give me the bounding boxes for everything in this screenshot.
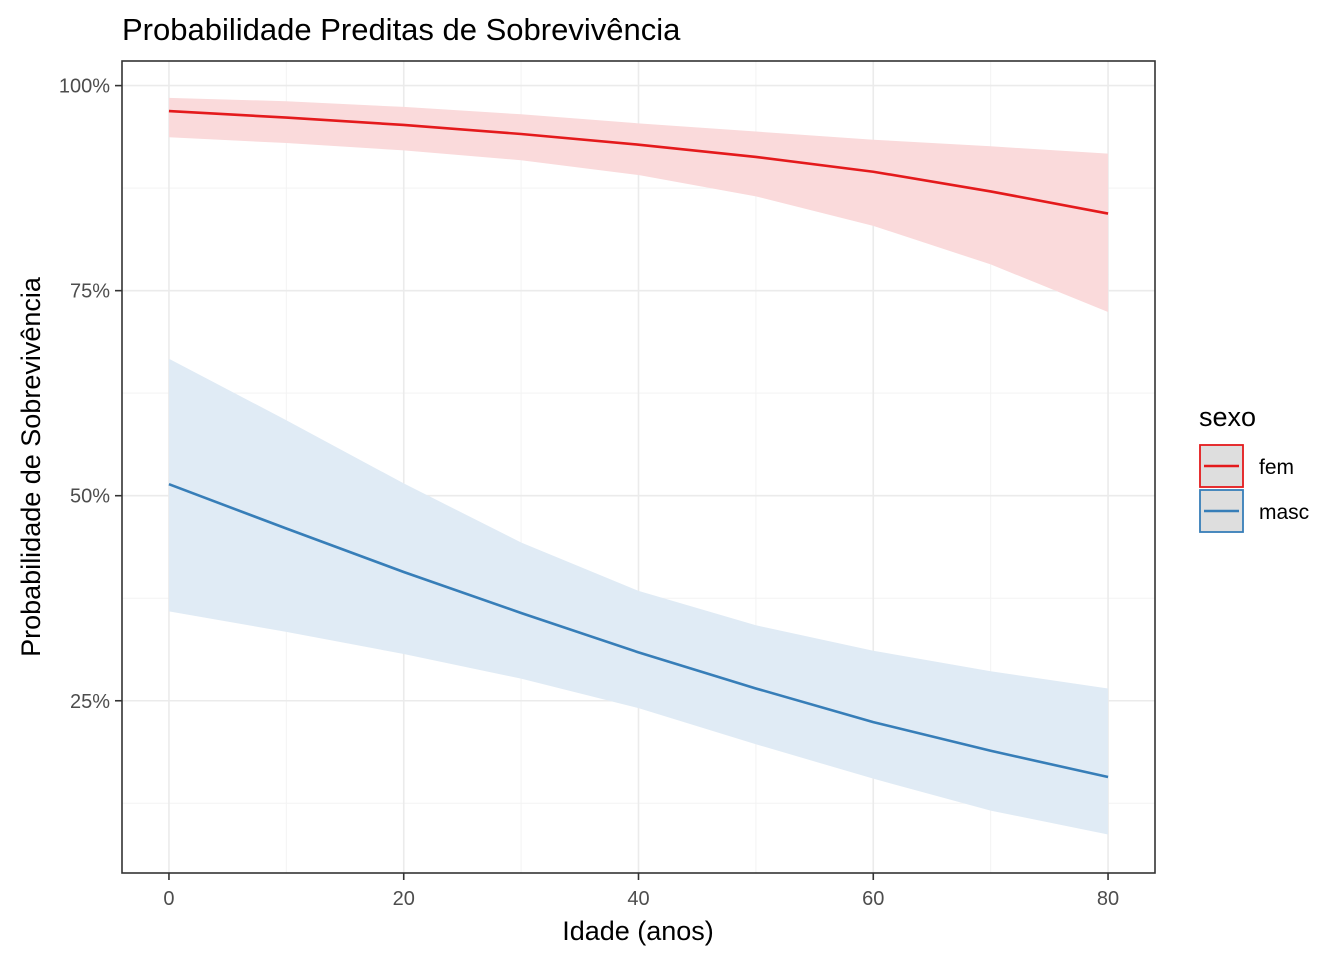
ribbon-fem [168, 97, 1109, 312]
x-tick-label: 20 [393, 888, 415, 910]
legend-label-masc: masc [1259, 501, 1309, 524]
y-tick-label: 75% [70, 281, 110, 303]
y-tick-label: 50% [70, 486, 110, 508]
x-axis: 0 20 40 60 80 [163, 873, 1119, 910]
x-axis-title: Idade (anos) [562, 916, 714, 946]
y-axis: 25% 50% 75% 100% [59, 76, 122, 713]
line-fem [168, 109, 1109, 215]
plot-area [121, 60, 1156, 874]
legend-label-fem: fem [1259, 456, 1294, 479]
legend-item-fem: fem [1199, 444, 1294, 488]
ribbon-masc [168, 358, 1109, 835]
series-lines [168, 109, 1109, 779]
legend-title: sexo [1199, 402, 1256, 432]
confidence-ribbons [168, 97, 1109, 835]
legend-item-masc: masc [1199, 489, 1309, 533]
y-tick-label: 25% [70, 691, 110, 713]
x-tick-label: 0 [163, 888, 174, 910]
x-tick-label: 80 [1097, 888, 1119, 910]
line-masc [168, 483, 1109, 779]
y-tick-label: 100% [59, 76, 110, 98]
x-tick-label: 60 [862, 888, 884, 910]
chart-title: Probabilidade Preditas de Sobrevivência [122, 12, 681, 47]
legend: sexo fem masc [1199, 402, 1309, 533]
y-axis-title: Probabilidade de Sobrevivência [16, 276, 46, 657]
x-tick-label: 40 [627, 888, 649, 910]
